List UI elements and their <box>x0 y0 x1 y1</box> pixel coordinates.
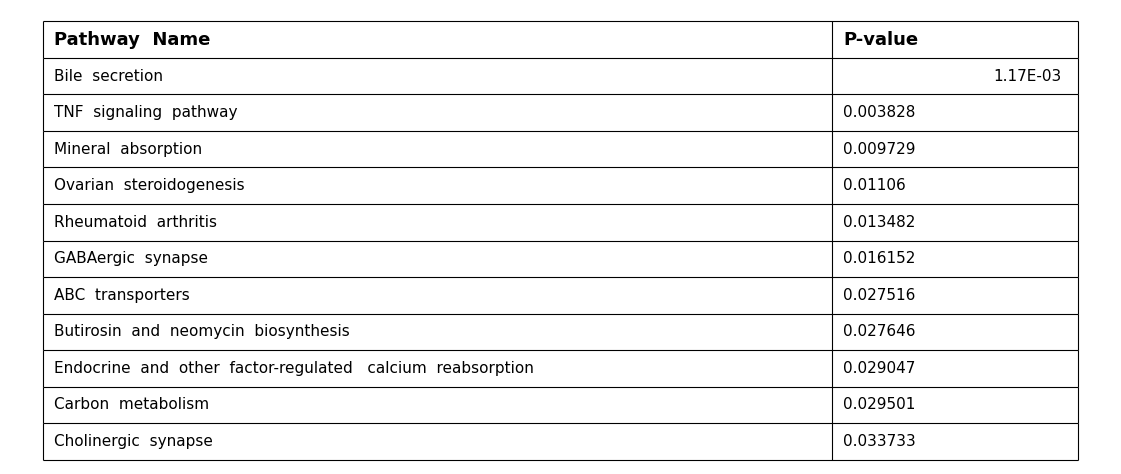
Text: Rheumatoid  arthritis: Rheumatoid arthritis <box>54 215 216 230</box>
Text: ABC  transporters: ABC transporters <box>54 288 189 303</box>
Text: Endocrine  and  other  factor-regulated   calcium  reabsorption: Endocrine and other factor-regulated cal… <box>54 361 534 376</box>
Text: 0.016152: 0.016152 <box>843 251 916 266</box>
Text: TNF  signaling  pathway: TNF signaling pathway <box>54 105 238 120</box>
Text: 0.027646: 0.027646 <box>843 324 916 339</box>
Text: Bile  secretion: Bile secretion <box>54 69 163 83</box>
Text: Carbon  metabolism: Carbon metabolism <box>54 398 209 412</box>
Text: 0.027516: 0.027516 <box>843 288 916 303</box>
Text: Pathway  Name: Pathway Name <box>54 31 210 49</box>
Text: Butirosin  and  neomycin  biosynthesis: Butirosin and neomycin biosynthesis <box>54 324 350 339</box>
Text: 0.009729: 0.009729 <box>843 142 916 157</box>
Text: 0.01106: 0.01106 <box>843 178 906 193</box>
Text: 0.029047: 0.029047 <box>843 361 916 376</box>
Text: Mineral  absorption: Mineral absorption <box>54 142 202 157</box>
Text: 0.003828: 0.003828 <box>843 105 916 120</box>
Text: Ovarian  steroidogenesis: Ovarian steroidogenesis <box>54 178 244 193</box>
Text: 0.029501: 0.029501 <box>843 398 916 412</box>
Text: 1.17E-03: 1.17E-03 <box>993 69 1062 83</box>
Text: 0.033733: 0.033733 <box>843 434 916 449</box>
Text: GABAergic  synapse: GABAergic synapse <box>54 251 207 266</box>
Text: 0.013482: 0.013482 <box>843 215 916 230</box>
Text: Cholinergic  synapse: Cholinergic synapse <box>54 434 213 449</box>
Text: P-value: P-value <box>843 31 918 49</box>
